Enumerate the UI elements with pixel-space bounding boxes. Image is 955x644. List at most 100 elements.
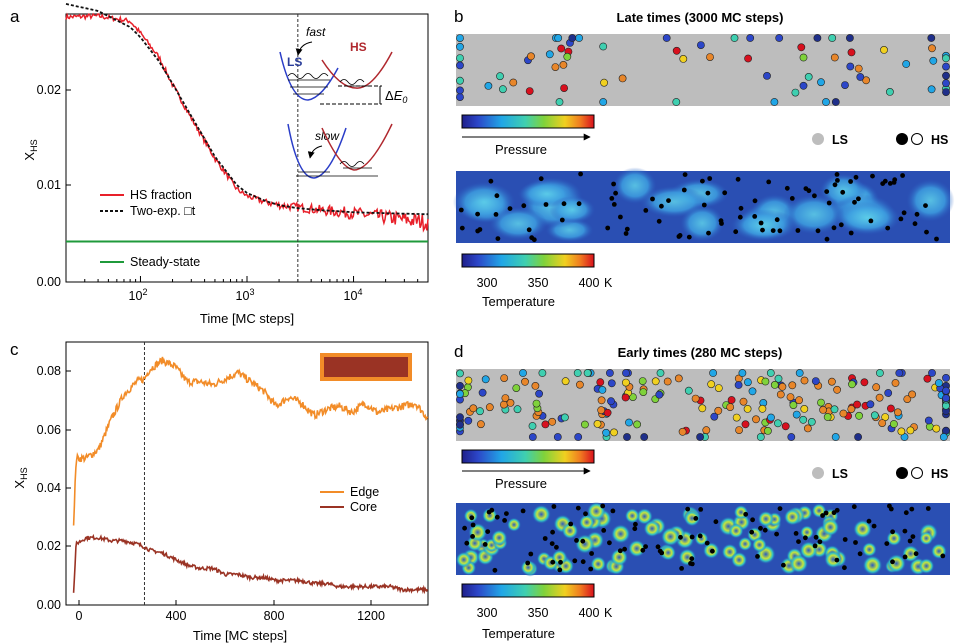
hs-site: [856, 196, 861, 202]
hs-site: [686, 234, 692, 240]
hs-site: [942, 373, 950, 382]
hs-site: [774, 419, 782, 428]
hs-site: [942, 54, 950, 63]
hs-site: [456, 369, 464, 378]
hs-site: [538, 369, 547, 377]
hs-site: [940, 553, 946, 559]
hs-site: [456, 93, 464, 101]
panel-a-xtick: 103: [236, 287, 255, 303]
hot-spot: [728, 523, 744, 539]
hs-site: [908, 390, 916, 399]
hs-site: [685, 506, 691, 512]
hs-site: [894, 408, 902, 417]
hs-site: [469, 404, 478, 413]
hs-site: [895, 369, 904, 377]
hs-site: [607, 397, 615, 406]
hs-site: [880, 46, 888, 54]
hs-site: [624, 226, 630, 232]
panel-a-inset: fast LS HS ΔE0 slow: [279, 25, 407, 179]
panel-c-frame: [65, 341, 429, 606]
hs-site: [819, 405, 827, 414]
panel-a-x-tick-labels: 102 103 104: [129, 287, 363, 303]
hs-site: [855, 411, 863, 420]
panel-a: a 0.00 0.01 0.02 102 103 104 Time [MC st…: [10, 3, 429, 326]
hs-site: [640, 433, 649, 441]
panel-b-hs-legend-dot-filled: [896, 133, 908, 145]
hs-site: [914, 211, 920, 217]
hs-site: [464, 376, 473, 385]
hs-site: [852, 199, 857, 205]
hs-site: [456, 413, 464, 422]
hot-spot: [610, 524, 631, 544]
hs-site: [760, 227, 765, 233]
panel-d-hs-sites: [456, 369, 950, 441]
hs-site: [860, 378, 869, 387]
hs-site: [752, 415, 760, 424]
hs-site: [812, 193, 817, 199]
hs-site: [752, 214, 758, 219]
hot-spot: [624, 508, 640, 524]
hs-site: [481, 375, 490, 384]
panel-a-ytick: 0.02: [37, 83, 61, 97]
hs-site: [719, 221, 724, 226]
hs-site: [758, 525, 763, 531]
hs-site: [853, 400, 861, 409]
hs-site: [551, 504, 557, 509]
hot-spot: [520, 559, 536, 576]
hs-site: [734, 381, 743, 389]
hs-site: [538, 176, 544, 182]
hs-site: [744, 378, 752, 387]
hot-spot: [551, 549, 568, 566]
hs-site: [885, 225, 891, 231]
panel-d-temp-unit: K: [604, 606, 613, 620]
hs-site: [613, 190, 618, 196]
hs-site: [496, 72, 504, 81]
hs-site: [557, 44, 566, 53]
hs-site: [672, 46, 681, 55]
hs-site: [689, 534, 695, 540]
hs-site: [502, 518, 507, 523]
panel-b-hs-sites: [456, 34, 950, 106]
hs-site: [812, 543, 818, 549]
inset-slow-label: slow: [315, 129, 340, 143]
hs-site: [903, 395, 912, 403]
hs-site: [824, 189, 830, 195]
hs-site: [807, 417, 816, 426]
hs-site: [848, 380, 856, 389]
hs-site: [706, 230, 711, 236]
hs-site: [884, 389, 893, 397]
hot-spot: [853, 519, 873, 539]
hs-site: [495, 236, 501, 242]
hs-site: [580, 538, 586, 544]
hs-site: [456, 42, 464, 51]
hs-site: [470, 534, 475, 539]
panel-b-temp-colorbar: [461, 253, 595, 268]
hs-site: [878, 419, 887, 427]
legend-edge: Edge: [350, 485, 379, 499]
hs-site: [777, 506, 783, 511]
hs-site: [784, 185, 790, 191]
hs-site: [554, 34, 563, 42]
hs-site: [902, 60, 911, 68]
hs-site: [732, 413, 741, 422]
panel-b-title: Late times (3000 MC steps): [617, 10, 784, 25]
panel-a-xtick: 102: [129, 287, 148, 303]
hs-site: [574, 433, 583, 441]
hs-site: [838, 222, 844, 228]
hs-site: [834, 557, 840, 563]
hs-site: [811, 377, 820, 385]
hs-site: [833, 385, 841, 394]
hs-site: [513, 405, 522, 414]
hs-site: [848, 230, 854, 236]
hs-site: [862, 76, 870, 85]
panel-d-temp-tick: 350: [528, 606, 549, 620]
panel-d-temp-tick: 400: [579, 606, 600, 620]
hs-site: [722, 190, 728, 196]
hs-site: [831, 510, 837, 516]
hs-site: [640, 547, 646, 553]
hs-site: [743, 511, 749, 517]
hs-site: [702, 426, 711, 435]
panel-b-hs-legend-dot-open: [911, 133, 923, 145]
hs-site: [900, 173, 905, 178]
hs-site: [886, 88, 894, 96]
